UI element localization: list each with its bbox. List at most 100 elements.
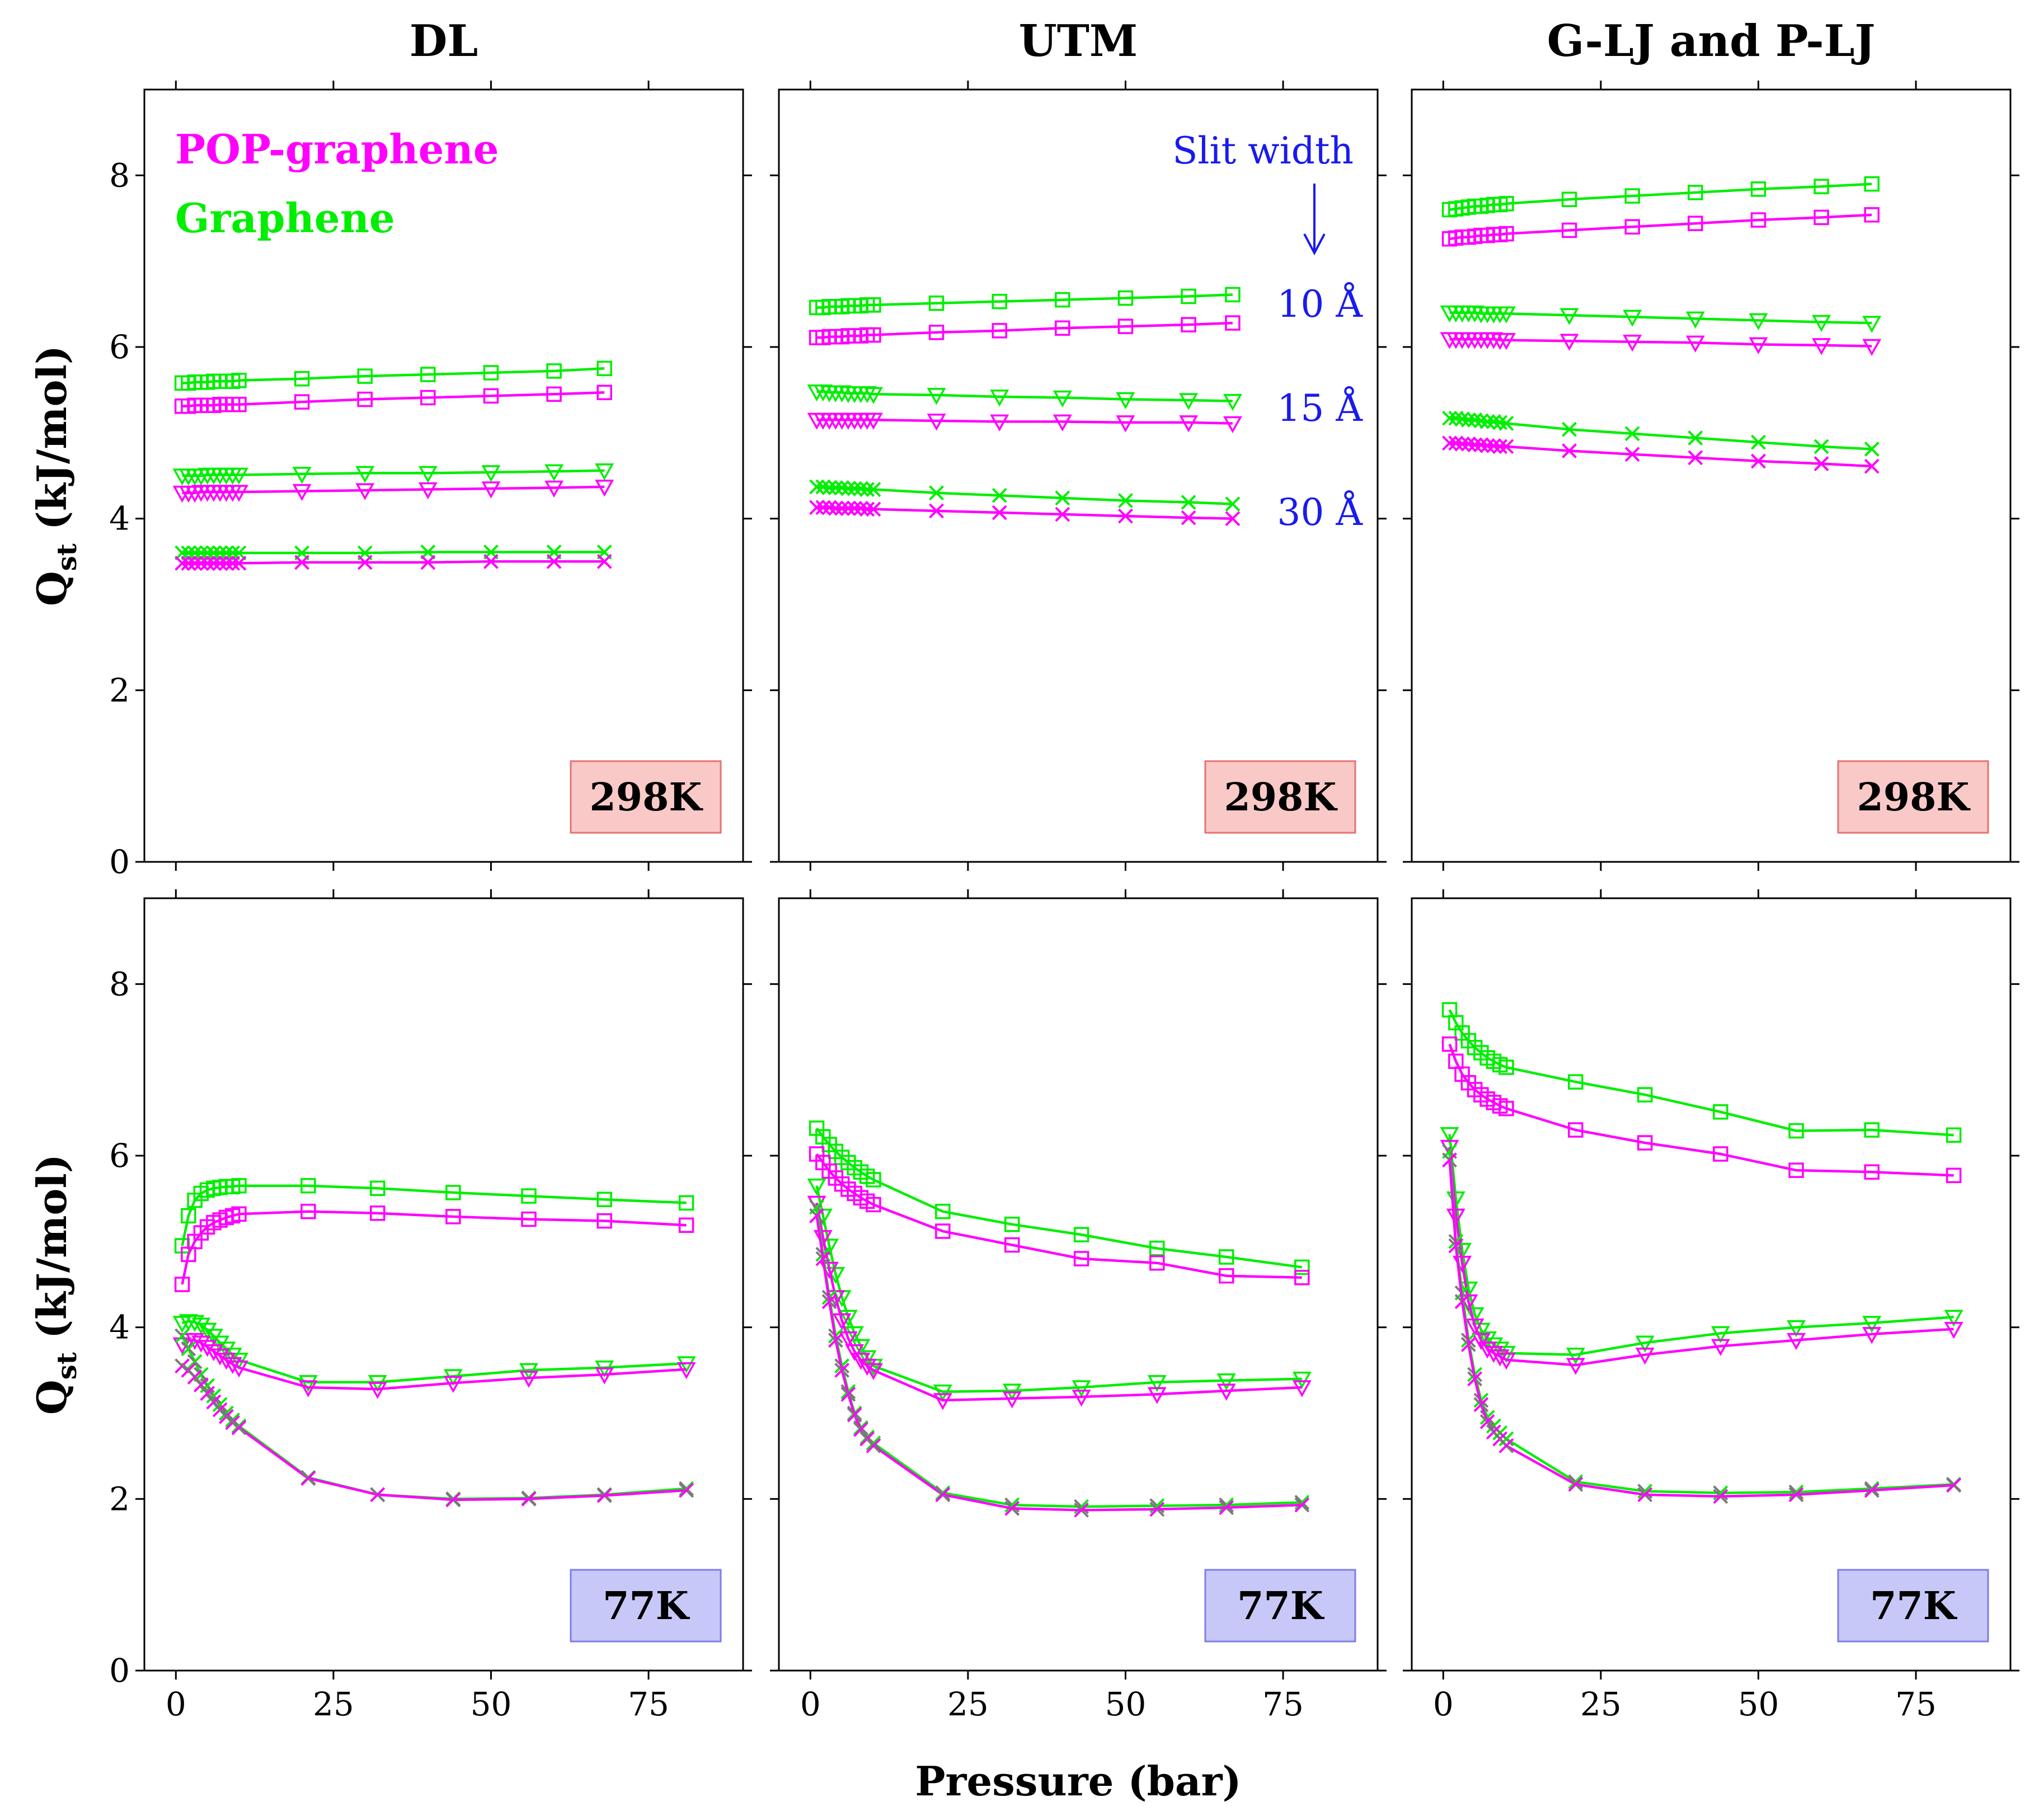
- panel-utm-298k-pop-graphene-30-point-0: [809, 500, 824, 515]
- panel-utm-298k-graphene-30-line: [816, 485, 1233, 505]
- panel-dl-77k-graphene-15-point-8: [223, 1347, 242, 1365]
- panel-g-lj-and-p-lj-298k-graphene-30-point-10: [1562, 421, 1577, 437]
- panel-utm-77k-pop-graphene-15-point-9: [863, 1363, 883, 1380]
- panel-utm-298k-graphene-30-point-3: [828, 480, 843, 495]
- panel-utm-298k-graphene-30-point-3-stroke-b: [828, 480, 843, 495]
- panel-g-lj-and-p-lj-298k-pop-graphene-15-point-12: [1685, 335, 1705, 353]
- panel-g-lj-and-p-lj-298k: 298K: [1403, 81, 2019, 871]
- panel-dl-298k-pop-graphene-30-point-7-stroke-b: [219, 555, 234, 571]
- panel-utm-298k: 298K: [770, 81, 1387, 871]
- panel-dl-298k-pop-graphene-30-point-15: [596, 553, 612, 569]
- panel-dl-77k-xtick-label-50: 50: [471, 1685, 512, 1723]
- panel-utm-298k-graphene-15-point-9: [863, 387, 883, 404]
- panel-dl-77k-ytick-label-6: 6: [109, 1137, 130, 1175]
- panel-dl-298k-pop-graphene-10-point-12: [420, 390, 436, 406]
- panel-g-lj-and-p-lj-298k-pop-graphene-15-point-13: [1749, 337, 1768, 354]
- panel-dl-298k-graphene-15: [172, 463, 614, 486]
- panel-utm-298k-graphene-15-point-11: [990, 390, 1009, 407]
- panel-dl-77k-pop-graphene-15-point-8: [223, 1357, 242, 1375]
- panel-dl-298k-ytick-label-8: 8: [109, 156, 130, 194]
- panel-utm-77k-pop-graphene-10-point-14: [1218, 1268, 1234, 1284]
- panel-g-lj-and-p-lj-298k-graphene-30-point-5-stroke-b: [1473, 413, 1489, 429]
- legend-entry-graphene: Graphene: [175, 194, 395, 242]
- panel-g-lj-and-p-lj-77k-pop-graphene-30-point-12: [1713, 1489, 1728, 1504]
- panel-utm-298k-pop-graphene-30-point-15: [1225, 511, 1241, 527]
- panel-g-lj-and-p-lj-298k-pop-graphene-30-point-0-stroke-b: [1442, 435, 1457, 451]
- panel-g-lj-and-p-lj-77k-graphene-10-point-15: [1946, 1127, 1962, 1143]
- panel-dl-298k-graphene-10-point-15: [596, 360, 612, 377]
- panel-g-lj-and-p-lj-298k-graphene-30-point-0-stroke-b: [1442, 410, 1457, 426]
- panel-utm-298k-graphene-30-point-14: [1181, 495, 1196, 510]
- panel-dl-298k-graphene-10-point-9: [231, 373, 247, 388]
- panel-utm-77k-pop-graphene-30-point-1-stroke-b: [815, 1251, 831, 1267]
- panel-g-lj-and-p-lj-77k-graphene-30-point-10-stroke-b: [1568, 1474, 1584, 1490]
- panel-utm-298k-graphene-30-point-6: [847, 481, 862, 496]
- panel-dl-77k-pop-graphene-30-point-11-stroke-b: [370, 1487, 386, 1503]
- panel-utm-298k-graphene-30-point-9: [866, 482, 881, 497]
- panel-utm-298k-graphene-30-point-8: [859, 482, 875, 497]
- panel-g-lj-and-p-lj-77k-graphene-10: [1441, 1002, 1962, 1143]
- panel-dl-298k-pop-graphene-10-point-15: [596, 384, 612, 401]
- panel-dl-298k-graphene-30-line: [182, 551, 605, 555]
- panel-g-lj-and-p-lj-77k-graphene-30-point-13: [1788, 1484, 1804, 1500]
- panel-dl-77k-temperature-badge-box: [570, 1569, 722, 1643]
- panel-utm-77k-pop-graphene-10-point-13: [1149, 1255, 1165, 1271]
- panel-g-lj-and-p-lj-298k-series: [1440, 176, 1882, 474]
- panel-utm-298k-graphene-30-point-10: [929, 485, 944, 501]
- panel-utm-298k-graphene-10-point-9: [866, 297, 881, 313]
- panel-g-lj-and-p-lj-298k-pop-graphene-30-point-3: [1460, 436, 1476, 452]
- panel-g-lj-and-p-lj-298k-graphene-30-line: [1449, 417, 1872, 451]
- column-titles: DL UTM G-LJ and P-LJ: [410, 16, 1876, 67]
- panel-utm-298k-pop-graphene-10-point-14: [1181, 317, 1196, 332]
- panel-utm-77k-graphene-30-point-15: [1294, 1495, 1310, 1510]
- panel-utm-77k-pop-graphene-30-point-10: [935, 1487, 951, 1503]
- panel-g-lj-and-p-lj-77k-pop-graphene-30-point-14: [1864, 1483, 1880, 1498]
- panel-g-lj-and-p-lj-77k-pop-graphene-30-point-0-stroke-b: [1442, 1152, 1457, 1168]
- panel-utm-77k-temperature-badge-box: [1204, 1569, 1356, 1643]
- panel-dl-77k-pop-graphene-30-point-3: [193, 1377, 209, 1392]
- panel-dl-298k-pop-graphene-30-point-6: [212, 555, 228, 571]
- panel-utm-77k-pop-graphene-15-point-12: [1072, 1390, 1091, 1407]
- panel-g-lj-and-p-lj-298k-graphene-30-point-6-stroke-b: [1479, 414, 1495, 429]
- panel-g-lj-and-p-lj-77k-pop-graphene-10-point-0: [1441, 1036, 1458, 1052]
- panel-dl-77k-graphene-10-line: [181, 1184, 687, 1246]
- panel-utm-298k-pop-graphene-30-point-11-stroke-b: [992, 505, 1007, 520]
- panel-dl-77k-pop-graphene-10: [174, 1203, 694, 1292]
- y-axis-label-subscript: st: [51, 1352, 83, 1380]
- panel-utm-77k-pop-graphene-30-point-3: [828, 1333, 843, 1348]
- panel-utm-77k-pop-graphene-30-point-7: [853, 1422, 868, 1437]
- panel-utm-298k-graphene-30-point-13-stroke-b: [1118, 493, 1133, 508]
- panel-dl-298k-pop-graphene-15-point-10: [292, 484, 312, 501]
- panel-g-lj-and-p-lj-77k-graphene-15-point-7: [1484, 1337, 1504, 1354]
- panel-g-lj-and-p-lj-298k-graphene-30-point-10-stroke-b: [1562, 421, 1577, 437]
- panel-g-lj-and-p-lj-77k-xtick-label-0: 0: [1433, 1685, 1454, 1723]
- panel-dl-77k-pop-graphene-30-point-0-stroke-b: [175, 1358, 190, 1374]
- panel-utm-77k-graphene-10-point-11: [1004, 1216, 1020, 1232]
- panel-utm-77k-graphene-30-point-14: [1219, 1497, 1234, 1513]
- panel-utm-298k-graphene-30-point-14-stroke-b: [1181, 495, 1196, 510]
- panel-g-lj-and-p-lj-298k-pop-graphene-30-point-11: [1624, 447, 1640, 462]
- panel-dl-298k-pop-graphene-30-line: [182, 560, 605, 565]
- panel-dl-77k-graphene-15-point-4: [198, 1322, 217, 1340]
- panel-utm-298k-pop-graphene-30-point-10-stroke-b: [929, 503, 944, 519]
- panel-utm-298k-graphene-30-point-4-stroke-b: [834, 480, 850, 495]
- panel-g-lj-and-p-lj-77k-temperature-badge-box: [1837, 1569, 1989, 1643]
- panel-utm-77k-pop-graphene-30-point-13-stroke-b: [1149, 1502, 1165, 1517]
- panel-dl-298k-pop-graphene-30-point-9: [231, 555, 247, 571]
- panel-g-lj-and-p-lj-77k-pop-graphene-15-point-11: [1635, 1347, 1655, 1365]
- panel-utm-298k-pop-graphene-15-line: [816, 419, 1233, 425]
- panel-utm-298k-graphene-10: [809, 287, 1241, 316]
- panel-utm-298k-graphene-15-point-15: [1223, 393, 1242, 411]
- panel-g-lj-and-p-lj-298k-graphene-30-point-14: [1814, 439, 1829, 454]
- panel-g-lj-and-p-lj-77k-graphene-15-point-11: [1635, 1335, 1655, 1353]
- panel-g-lj-and-p-lj-77k-pop-graphene-10-line: [1448, 1043, 1954, 1177]
- panel-utm-298k-pop-graphene-15-point-10: [927, 414, 946, 431]
- panel-dl-298k-graphene-15-line: [182, 469, 605, 477]
- panel-utm-298k-pop-graphene-30-point-3: [828, 500, 843, 516]
- panel-g-lj-and-p-lj-77k-pop-graphene-15-point-5: [1471, 1333, 1491, 1350]
- panel-g-lj-and-p-lj-77k-pop-graphene-10-point-14: [1864, 1164, 1880, 1180]
- panel-g-lj-and-p-lj-77k-pop-graphene-30-point-11: [1637, 1487, 1653, 1503]
- panel-utm-77k-pop-graphene-15-point-8: [857, 1358, 877, 1376]
- panel-utm-298k-graphene-30-point-0-stroke-b: [809, 479, 824, 495]
- panel-dl-77k-pop-graphene-10-point-13: [521, 1211, 537, 1227]
